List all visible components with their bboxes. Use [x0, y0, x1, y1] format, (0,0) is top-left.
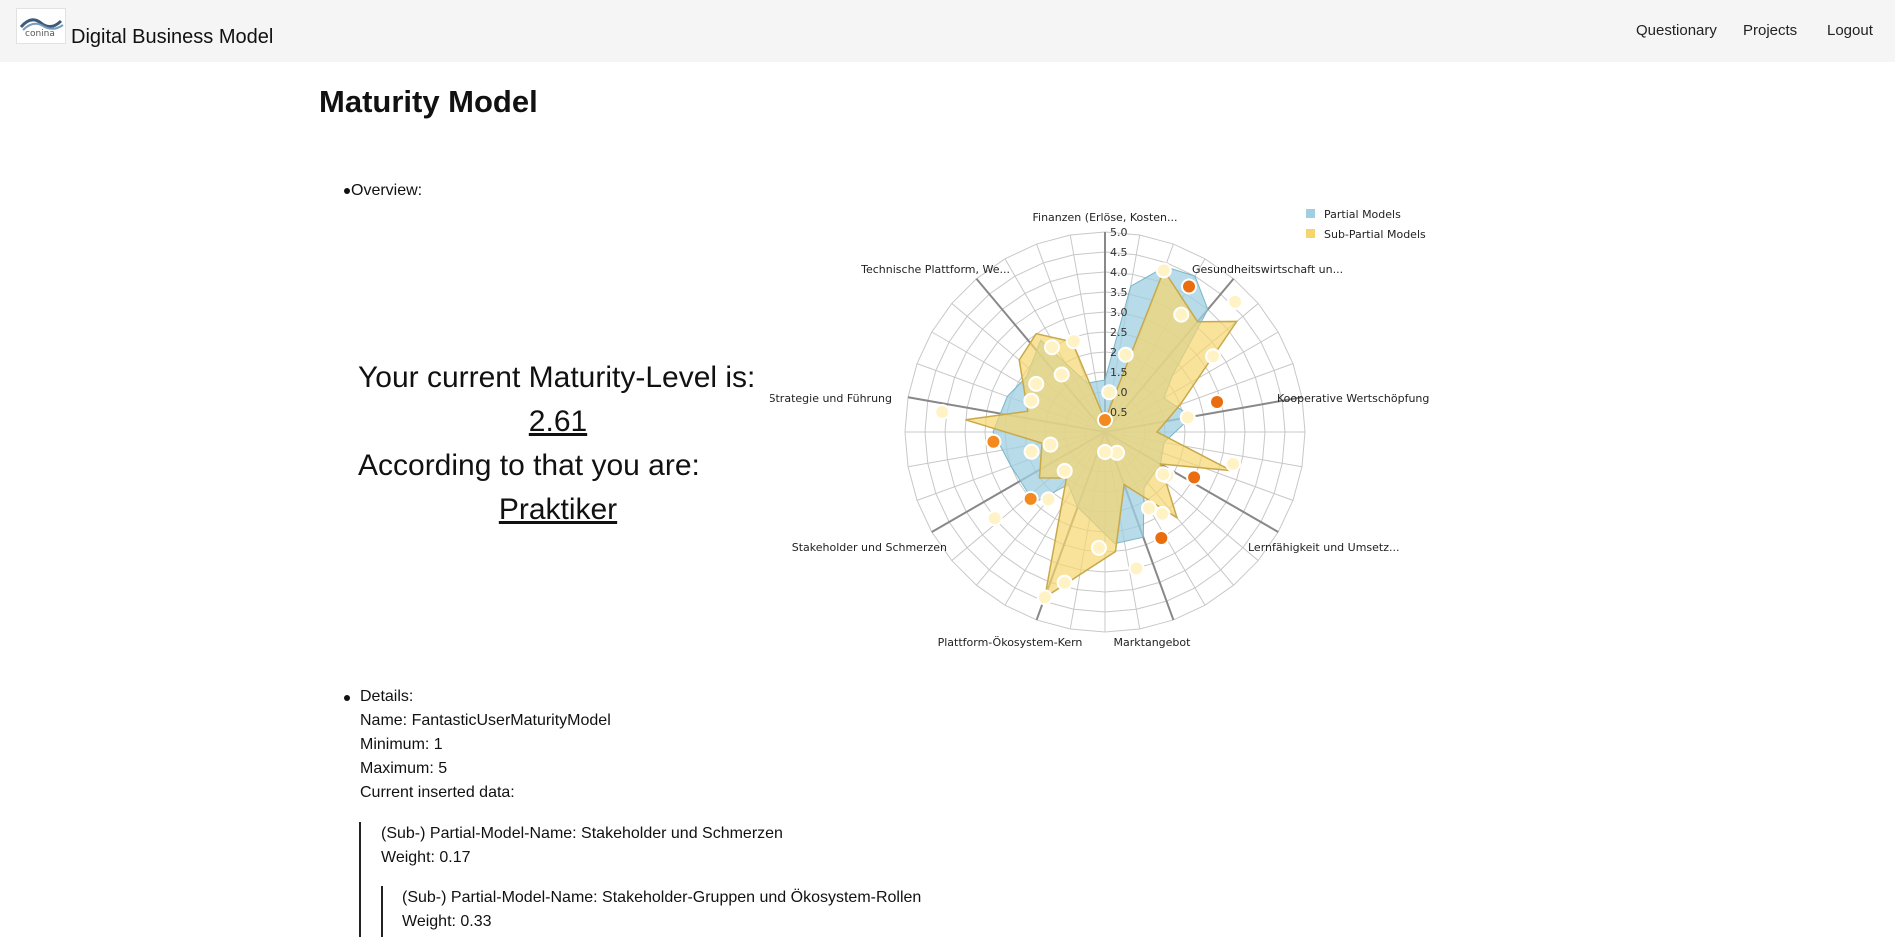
radar-axis-label: Kooperative Wertschöpfung	[1277, 392, 1429, 405]
radar-axis-label: Marktangebot	[1114, 636, 1192, 649]
radar-axis-label: Technische Plattform, We...	[860, 263, 1010, 276]
radar-data-point	[1090, 539, 1107, 556]
radar-data-point	[1117, 346, 1134, 363]
details-label: Details:	[360, 688, 414, 705]
radar-data-point	[1181, 278, 1197, 295]
radar-data-point	[1141, 500, 1157, 517]
radar-axis-label: Stakeholder und Schmerzen	[792, 541, 947, 554]
radar-data-point	[1023, 443, 1040, 460]
sub-partial-model-name: (Sub-) Partial-Model-Name: Stakeholder-G…	[402, 889, 922, 906]
details-minimum: Minimum: 1	[360, 736, 443, 753]
partial-model-block	[359, 822, 361, 937]
radar-scale-tick-label: 2.5	[1110, 326, 1128, 339]
radar-scale-tick-label: 4.5	[1110, 246, 1128, 259]
radar-data-point	[1028, 375, 1045, 392]
top-navbar: conina Digital Business Model Questionar…	[0, 0, 1895, 62]
details-maximum: Maximum: 5	[360, 760, 448, 777]
radar-data-point	[985, 433, 1002, 450]
bullet-dot	[344, 695, 350, 701]
radar-data-point	[1097, 444, 1113, 460]
radar-axis-label: Finanzen (Erlöse, Kosten...	[1033, 211, 1178, 224]
maturity-text: Your current Maturity-Level is:	[358, 361, 756, 394]
maturity-level-name: Praktiker	[498, 493, 618, 526]
radar-scale-tick-label: 3.0	[1110, 306, 1128, 319]
nav-questionary[interactable]: Questionary	[1636, 22, 1717, 39]
details-current-data: Current inserted data:	[360, 784, 515, 801]
radar-data-point	[1040, 491, 1057, 508]
radar-data-point	[1065, 333, 1082, 350]
radar-data-point	[1227, 293, 1244, 310]
radar-data-point	[934, 404, 951, 421]
brand-logo[interactable]: conina	[16, 8, 66, 44]
legend-label-sub-partial-models: Sub-Partial Models	[1324, 228, 1426, 241]
according-text: According to that you are:	[358, 449, 700, 482]
radar-scale-tick-label: 3.5	[1110, 286, 1128, 299]
radar-data-point	[1179, 409, 1196, 426]
radar-data-point	[1023, 392, 1040, 409]
radar-data-point	[1173, 306, 1190, 323]
partial-model-weight: Weight: 0.17	[381, 849, 471, 866]
radar-scale-tick-label: 4.0	[1110, 266, 1128, 279]
legend-swatch-sub-partial-models	[1306, 229, 1315, 238]
logo-text: conina	[25, 29, 55, 39]
radar-data-point	[1155, 466, 1172, 483]
radar-data-point	[1056, 462, 1073, 479]
logo-wave-icon	[19, 18, 64, 31]
details-name: Name: FantasticUserMaturityModel	[360, 712, 611, 729]
radar-data-point	[1155, 262, 1172, 279]
legend-label-partial-models: Partial Models	[1324, 208, 1401, 221]
radar-axis-label: Plattform-Ökosystem-Kern	[938, 636, 1083, 649]
overview-label: Overview:	[351, 182, 423, 199]
radar-data-point	[1101, 384, 1118, 401]
radar-series-sub-partial-models	[965, 268, 1239, 599]
radar-data-point	[1209, 393, 1226, 410]
maturity-value: 2.61	[528, 405, 588, 438]
radar-data-point	[1036, 589, 1053, 606]
nav-projects[interactable]: Projects	[1743, 22, 1798, 39]
radar-data-point	[1205, 348, 1222, 365]
radar-data-point	[1128, 560, 1145, 577]
radar-axis-label: Strategie und Führung	[770, 392, 892, 405]
radar-data-point	[1153, 529, 1170, 546]
radar-data-point	[1225, 455, 1242, 472]
bullet-dot	[344, 188, 350, 194]
radar-scale-tick-label: 5.0	[1110, 226, 1128, 239]
radar-data-point	[1154, 505, 1171, 522]
radar-data-point	[1022, 490, 1039, 507]
nav-logout[interactable]: Logout	[1827, 22, 1873, 39]
maturity-summary: Your current Maturity-Level is: 2.61 Acc…	[358, 356, 758, 532]
radar-axis-label: Gesundheitswirtschaft un...	[1192, 263, 1343, 276]
brand-title[interactable]: Digital Business Model	[71, 26, 274, 48]
radar-data-point	[1186, 469, 1203, 486]
radar-data-point	[1097, 412, 1113, 428]
radar-data-point	[1056, 574, 1073, 591]
page-title: Maturity Model	[319, 84, 538, 119]
radar-scale-tick-label: 0.5	[1110, 406, 1128, 419]
radar-data-point	[1044, 339, 1061, 356]
radar-data-point	[1042, 436, 1059, 453]
radar-data-point	[1053, 366, 1070, 383]
radar-axis-label: Lernfähigkeit und Umsetz...	[1248, 541, 1400, 554]
partial-model-name: (Sub-) Partial-Model-Name: Stakeholder u…	[381, 825, 783, 842]
radar-scale-tick-label: 1.5	[1110, 366, 1128, 379]
legend-swatch-partial-models	[1306, 209, 1315, 218]
radar-data-point	[986, 510, 1003, 527]
sub-partial-model-weight: Weight: 0.33	[402, 913, 492, 930]
sub-partial-model-block	[381, 886, 383, 937]
